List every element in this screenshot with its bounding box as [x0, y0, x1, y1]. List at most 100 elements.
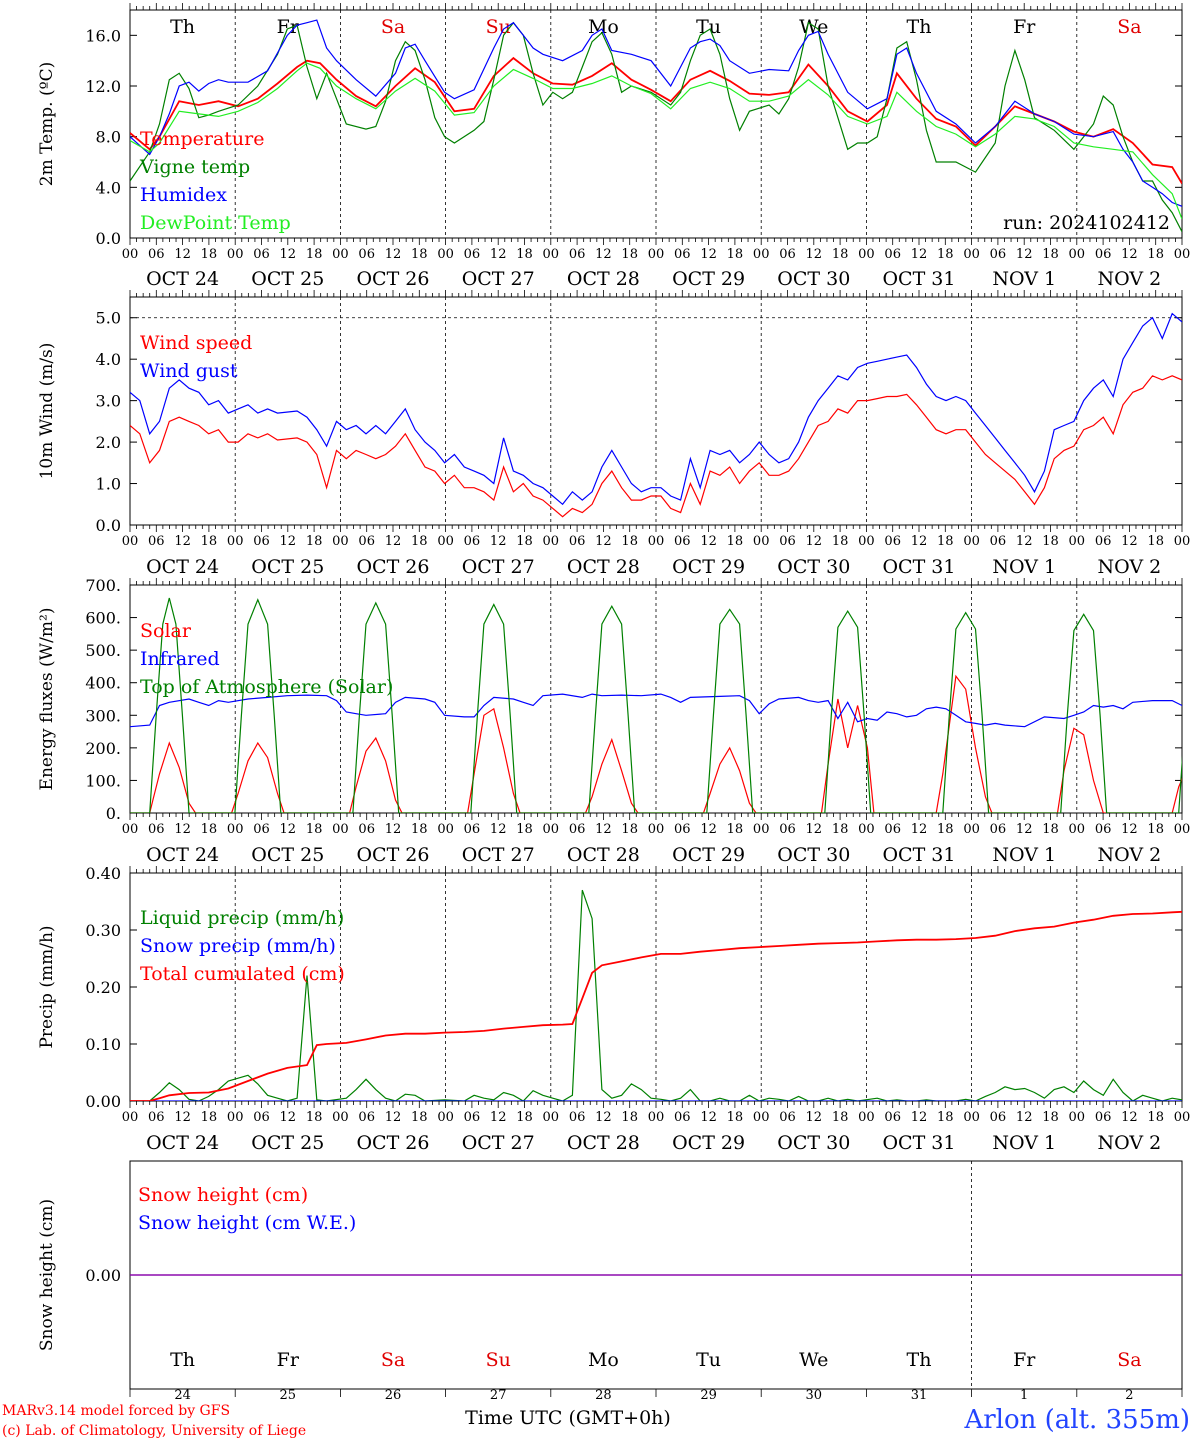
hour-tick-label: 18 — [306, 1110, 323, 1125]
date-label: NOV 1 — [992, 268, 1056, 290]
hour-tick-label: 18 — [1147, 247, 1164, 262]
legend-entry: Top of Atmosphere (Solar) — [140, 676, 393, 698]
hour-tick-label: 18 — [1147, 822, 1164, 837]
hour-tick-label: 12 — [1121, 534, 1138, 549]
hour-tick-label: 12 — [385, 534, 402, 549]
hour-tick-label: 12 — [1121, 822, 1138, 837]
hour-tick-label: 06 — [569, 1110, 586, 1125]
day-number-label: 30 — [806, 1388, 823, 1403]
hour-tick-label: 06 — [674, 1110, 691, 1125]
hour-tick-label: 00 — [332, 1110, 349, 1125]
date-label: OCT 28 — [567, 556, 640, 578]
hour-tick-label: 06 — [884, 247, 901, 262]
y-tick-label: 0. — [106, 804, 121, 823]
panel-4: 00 06 12 18 00 06 12 18 00 06 12 18 00 06 12 18 00 06 12 18… — [37, 864, 1190, 1154]
y-tick-label: 300. — [85, 706, 121, 725]
y-tick-label: 2.0 — [96, 433, 121, 452]
y-tick-label: 0.30 — [85, 921, 121, 940]
date-label: OCT 30 — [777, 844, 850, 866]
day-number-label: 25 — [280, 1388, 297, 1403]
date-label: OCT 26 — [356, 1132, 429, 1154]
date-label: OCT 25 — [251, 268, 324, 290]
date-label: OCT 31 — [882, 844, 955, 866]
date-label: OCT 27 — [462, 844, 535, 866]
hour-tick-label: 12 — [595, 1110, 612, 1125]
hour-tick-label: 12 — [1016, 1110, 1033, 1125]
hour-tick-label: 06 — [779, 822, 796, 837]
legend-entry: Snow height (cm W.E.) — [138, 1212, 356, 1234]
hour-tick-label: 00 — [437, 247, 454, 262]
legend-entry: Humidex — [140, 184, 227, 206]
date-label: OCT 28 — [567, 844, 640, 866]
legend-entry: DewPoint Temp — [140, 212, 291, 234]
hour-tick-label: 18 — [411, 822, 428, 837]
hour-tick-label: 06 — [569, 822, 586, 837]
hour-tick-label: 00 — [437, 822, 454, 837]
hour-tick-label: 12 — [1121, 1110, 1138, 1125]
hour-tick-label: 00 — [437, 534, 454, 549]
series-line-wind-speed — [130, 375, 1182, 518]
date-label: OCT 27 — [462, 268, 535, 290]
hour-tick-label: 18 — [727, 247, 744, 262]
hour-tick-label: 18 — [306, 534, 323, 549]
hour-tick-label: 00 — [227, 1110, 244, 1125]
y-axis-label: Precip (mm/h) — [37, 925, 57, 1048]
hour-tick-label: 18 — [832, 247, 849, 262]
series-line-dewpoint-temp — [130, 62, 1182, 220]
hour-tick-label: 12 — [490, 822, 507, 837]
date-label: OCT 31 — [882, 268, 955, 290]
hour-tick-label: 12 — [385, 1110, 402, 1125]
y-tick-label: 500. — [85, 641, 121, 660]
y-tick-label: 0.0 — [96, 516, 121, 535]
date-label: OCT 30 — [777, 268, 850, 290]
hour-tick-label: 06 — [990, 1110, 1007, 1125]
hour-tick-label: 18 — [1042, 247, 1059, 262]
hour-tick-label: 00 — [753, 534, 770, 549]
day-number-label: 26 — [385, 1388, 402, 1403]
hour-tick-label: 18 — [937, 1110, 954, 1125]
hour-tick-label: 00 — [1069, 822, 1086, 837]
day-label: Fr — [277, 1349, 300, 1371]
hour-tick-label: 06 — [148, 534, 165, 549]
day-label: We — [799, 1349, 828, 1371]
hour-tick-label: 00 — [1069, 247, 1086, 262]
series-group — [130, 19, 1182, 232]
hour-tick-label: 00 — [122, 247, 139, 262]
hour-tick-label: 06 — [464, 822, 481, 837]
day-label: Fr — [1013, 16, 1036, 38]
hour-tick-label: 18 — [411, 1110, 428, 1125]
date-label: OCT 28 — [567, 268, 640, 290]
hour-tick-label: 06 — [674, 822, 691, 837]
date-label: OCT 29 — [672, 1132, 745, 1154]
y-tick-label: 0.00 — [85, 1092, 121, 1111]
hour-tick-label: 18 — [201, 534, 218, 549]
y-tick-label: 8.0 — [96, 128, 121, 147]
hour-tick-label: 00 — [648, 1110, 665, 1125]
hour-tick-label: 18 — [201, 247, 218, 262]
hour-tick-label: 00 — [332, 247, 349, 262]
day-label: Sa — [381, 1349, 405, 1371]
series-line-solar — [130, 674, 1182, 813]
hour-tick-label: 18 — [727, 534, 744, 549]
hour-tick-label: 00 — [437, 1110, 454, 1125]
hour-tick-label: 00 — [1174, 534, 1191, 549]
date-label: OCT 28 — [567, 1132, 640, 1154]
day-number-label: 24 — [174, 1388, 191, 1403]
day-label: Th — [170, 1349, 195, 1371]
day-number-label: 28 — [595, 1388, 612, 1403]
day-number-label: 31 — [911, 1388, 928, 1403]
day-label: Sa — [381, 16, 405, 38]
hour-tick-label: 00 — [543, 1110, 560, 1125]
y-tick-label: 0.20 — [85, 978, 121, 997]
hour-tick-label: 18 — [201, 822, 218, 837]
hour-tick-label: 12 — [490, 534, 507, 549]
hour-tick-label: 12 — [806, 1110, 823, 1125]
hour-tick-label: 00 — [1174, 822, 1191, 837]
hour-tick-label: 00 — [332, 534, 349, 549]
y-tick-label: 4.0 — [96, 350, 121, 369]
hour-tick-label: 12 — [280, 534, 297, 549]
day-label: Su — [486, 1349, 511, 1371]
hour-tick-label: 00 — [753, 1110, 770, 1125]
hour-tick-label: 06 — [253, 534, 270, 549]
hour-tick-label: 06 — [779, 247, 796, 262]
